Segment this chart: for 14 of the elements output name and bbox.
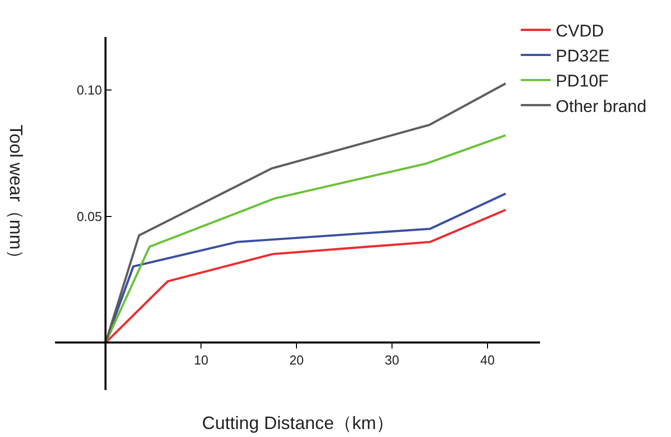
legend-label: PD10F <box>556 72 609 91</box>
line-series <box>104 82 507 344</box>
legend-label: CVDD <box>556 21 604 40</box>
legend-label: Other brand <box>556 96 646 116</box>
x-tick-label: 20 <box>289 352 304 368</box>
y-tick-label: 0.05 <box>76 208 102 224</box>
y-axis-title: Tool wear（mm） <box>6 124 26 268</box>
line-series <box>104 134 507 344</box>
x-tick-label: 40 <box>480 352 495 368</box>
x-axis-title: Cutting Distance（km） <box>202 413 394 433</box>
legend-label: PD32E <box>556 46 610 66</box>
x-tick-label: 30 <box>384 352 400 368</box>
x-tick-label: 10 <box>194 352 208 368</box>
y-tick-label: 0.10 <box>76 82 102 98</box>
